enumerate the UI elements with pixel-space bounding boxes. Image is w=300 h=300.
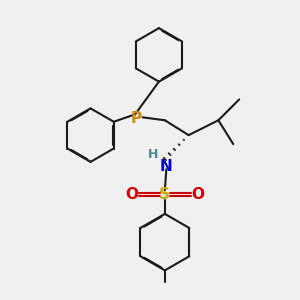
- Text: O: O: [191, 187, 204, 202]
- Text: S: S: [159, 187, 170, 202]
- Text: P: P: [131, 111, 142, 126]
- Text: O: O: [126, 187, 139, 202]
- Text: H: H: [148, 148, 158, 161]
- Text: N: N: [160, 159, 173, 174]
